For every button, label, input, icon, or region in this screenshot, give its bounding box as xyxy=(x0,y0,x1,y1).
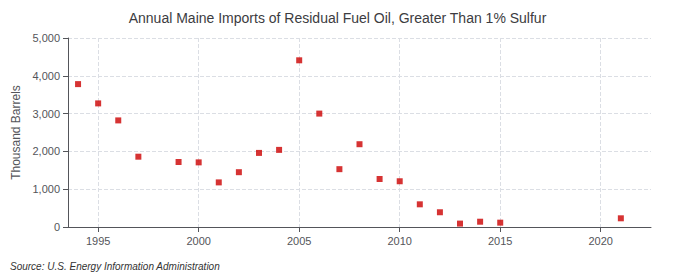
svg-text:Annual Maine Imports of Residu: Annual Maine Imports of Residual Fuel Oi… xyxy=(129,10,547,26)
svg-text:5,000: 5,000 xyxy=(32,32,60,44)
svg-text:2015: 2015 xyxy=(488,235,512,247)
svg-text:2020: 2020 xyxy=(588,235,612,247)
svg-text:4,000: 4,000 xyxy=(32,70,60,82)
svg-text:2010: 2010 xyxy=(387,235,411,247)
svg-text:1995: 1995 xyxy=(86,235,110,247)
svg-text:Thousand Barrels: Thousand Barrels xyxy=(9,85,23,180)
svg-text:2005: 2005 xyxy=(287,235,311,247)
svg-text:0: 0 xyxy=(54,221,60,233)
svg-text:2,000: 2,000 xyxy=(32,145,60,157)
svg-text:3,000: 3,000 xyxy=(32,108,60,120)
svg-text:1,000: 1,000 xyxy=(32,183,60,195)
svg-text:2000: 2000 xyxy=(186,235,210,247)
svg-text:Source: U.S. Energy Informatio: Source: U.S. Energy Information Administ… xyxy=(10,261,220,272)
